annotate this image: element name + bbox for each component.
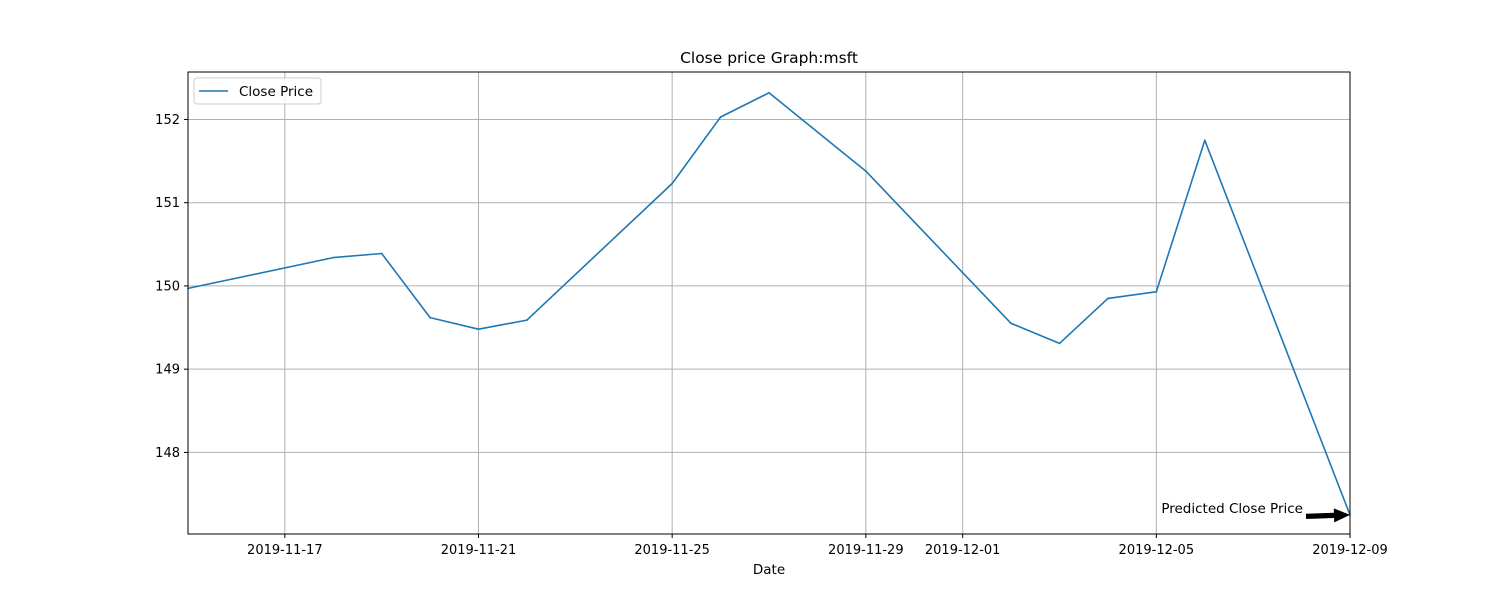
x-tick-label: 2019-12-01 [925, 543, 1001, 558]
data-point [1058, 342, 1061, 345]
data-point [429, 316, 431, 319]
data-point [332, 256, 335, 259]
plot-frame [187, 71, 1351, 535]
y-tick-label: 152 [155, 113, 180, 128]
data-point [1203, 139, 1206, 142]
x-tick-label: 2019-11-29 [828, 543, 904, 558]
data-point [671, 182, 674, 185]
data-point [1107, 297, 1109, 300]
data-point [864, 170, 867, 172]
grid-lines [188, 72, 1351, 534]
data-point [768, 91, 770, 94]
y-tick-label: 148 [155, 446, 180, 461]
legend-label-close-price: Close Price [239, 84, 313, 100]
y-tick-label: 150 [155, 279, 180, 294]
series-line-close-price [187, 92, 1351, 516]
annotation-arrow [1305, 508, 1350, 523]
legend: Close Price [193, 77, 322, 105]
data-point [1155, 290, 1158, 293]
x-tick-label: 2019-11-21 [441, 543, 517, 558]
axis-ticks: 2019-11-17 2019-11-21 2019-11-25 2019-11-29… [155, 113, 1388, 558]
data-point [477, 328, 480, 331]
x-tick-label: 2019-11-25 [634, 543, 710, 558]
data-point [526, 319, 528, 321]
annotations-layer: Predicted Close Price [1161, 501, 1350, 523]
annotation-label: Predicted Close Price [1161, 501, 1303, 517]
chart-title: Close price Graph:msft [680, 49, 858, 67]
legend-box [193, 77, 322, 105]
data-point [719, 116, 722, 118]
y-tick-label: 149 [155, 363, 180, 378]
x-tick-label: 2019-12-09 [1312, 543, 1388, 558]
x-axis-label: Date [753, 562, 785, 578]
data-point [380, 252, 383, 255]
x-tick-label: 2019-12-05 [1119, 543, 1195, 558]
data-point [1010, 322, 1012, 325]
y-tick-label: 151 [155, 196, 180, 211]
x-tick-label: 2019-11-17 [247, 543, 323, 558]
